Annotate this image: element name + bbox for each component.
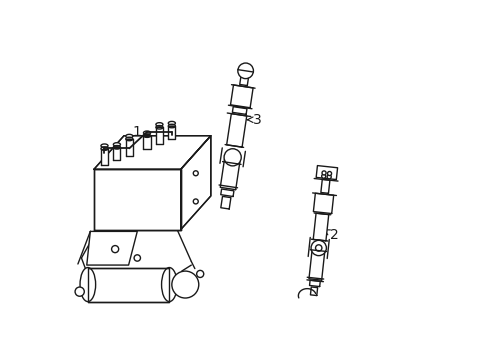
- Circle shape: [134, 255, 140, 261]
- Polygon shape: [308, 250, 324, 280]
- Polygon shape: [313, 213, 328, 241]
- Ellipse shape: [168, 121, 175, 125]
- Circle shape: [171, 271, 198, 298]
- Polygon shape: [230, 85, 253, 108]
- Polygon shape: [221, 197, 230, 209]
- Circle shape: [315, 245, 321, 251]
- Circle shape: [326, 175, 330, 179]
- Polygon shape: [168, 126, 175, 139]
- Circle shape: [224, 149, 241, 166]
- Text: 3: 3: [247, 113, 262, 127]
- Ellipse shape: [156, 123, 163, 126]
- Polygon shape: [86, 231, 137, 265]
- Polygon shape: [94, 136, 210, 169]
- Circle shape: [75, 287, 84, 296]
- Circle shape: [237, 63, 253, 78]
- Polygon shape: [88, 267, 169, 302]
- Circle shape: [327, 171, 331, 176]
- Circle shape: [193, 199, 198, 204]
- Circle shape: [321, 174, 325, 178]
- Ellipse shape: [80, 267, 96, 302]
- Circle shape: [193, 171, 198, 176]
- Ellipse shape: [161, 267, 177, 302]
- Polygon shape: [94, 169, 181, 230]
- Polygon shape: [94, 169, 181, 230]
- Polygon shape: [309, 280, 320, 287]
- Text: 1: 1: [130, 125, 141, 145]
- Circle shape: [310, 240, 325, 256]
- Polygon shape: [239, 73, 248, 86]
- Polygon shape: [143, 136, 150, 149]
- Polygon shape: [220, 159, 240, 190]
- Polygon shape: [316, 166, 337, 180]
- Polygon shape: [310, 287, 317, 296]
- Polygon shape: [220, 189, 233, 197]
- Polygon shape: [226, 114, 246, 147]
- Circle shape: [322, 171, 325, 175]
- Polygon shape: [181, 136, 210, 230]
- Polygon shape: [113, 147, 120, 161]
- Ellipse shape: [101, 144, 108, 148]
- Ellipse shape: [113, 143, 120, 146]
- Polygon shape: [101, 149, 108, 165]
- Text: 2: 2: [324, 228, 338, 242]
- Ellipse shape: [125, 134, 133, 138]
- Polygon shape: [181, 136, 210, 230]
- Polygon shape: [232, 107, 246, 114]
- Circle shape: [111, 246, 119, 253]
- Polygon shape: [320, 179, 329, 193]
- Polygon shape: [156, 127, 163, 144]
- Polygon shape: [313, 193, 333, 213]
- Circle shape: [196, 270, 203, 278]
- Ellipse shape: [143, 131, 150, 135]
- Polygon shape: [94, 136, 210, 169]
- Polygon shape: [125, 139, 133, 156]
